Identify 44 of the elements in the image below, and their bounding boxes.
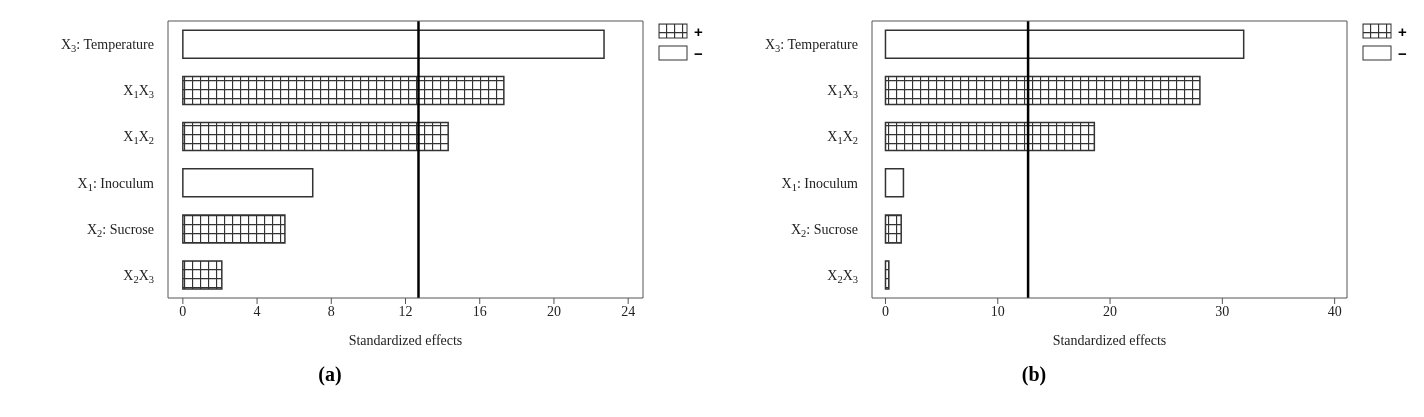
y-tick-label: X$_{2}$: Sucrose xyxy=(790,221,858,239)
x-tick-label: 12 xyxy=(398,303,413,319)
y-tick-label: X$_{1}$: Inoculum xyxy=(77,175,155,193)
x-tick-label: 24 xyxy=(621,303,636,319)
x-tick-label: 40 xyxy=(1327,303,1342,319)
text: (b) xyxy=(1020,363,1048,386)
bar xyxy=(884,75,1201,106)
y-tick-label: X$_{3}$: Temperature xyxy=(764,37,858,54)
bar xyxy=(884,214,902,244)
y-tick-label: X$_{3}$: Temperature xyxy=(60,37,154,54)
bar xyxy=(182,167,314,198)
x-axis-title: Standardized effects xyxy=(348,333,463,348)
y-tick-label: X$_{1}$X$_{2}$ xyxy=(123,129,154,147)
x-tick-label: 8 xyxy=(327,303,335,319)
x-tick-label: 30 xyxy=(1215,303,1230,319)
x-tick-label: 20 xyxy=(546,303,561,319)
x-axis-title: Standardized effects xyxy=(1052,333,1167,348)
x-tick-label: 4 xyxy=(253,303,261,319)
text: (a) xyxy=(317,363,343,386)
bar xyxy=(182,260,223,290)
y-tick-label: X$_{2}$X$_{3}$ xyxy=(827,267,858,285)
legend-label: + xyxy=(694,22,703,40)
x-tick-label: 0 xyxy=(179,303,187,319)
bar xyxy=(182,75,505,106)
x-tick-label: 0 xyxy=(881,303,889,319)
y-tick-label: X$_{1}$X$_{3}$ xyxy=(123,83,154,100)
y-tick-label: X$_{1}$: Inoculum xyxy=(781,175,859,193)
y-tick-label: X$_{2}$: Sucrose xyxy=(86,221,154,239)
bar xyxy=(884,260,890,290)
legend-label: − xyxy=(694,44,703,62)
bar xyxy=(884,121,1096,152)
x-tick-label: 16 xyxy=(472,303,487,319)
bar xyxy=(182,214,286,244)
bar xyxy=(182,121,449,152)
legend-label: + xyxy=(1398,22,1407,40)
legend-label: − xyxy=(1398,44,1407,62)
bar xyxy=(884,29,1245,59)
y-tick-label: X$_{1}$X$_{2}$ xyxy=(827,129,858,147)
y-tick-label: X$_{2}$X$_{3}$ xyxy=(123,267,154,285)
bar xyxy=(182,29,605,59)
x-tick-label: 10 xyxy=(990,303,1005,319)
bar xyxy=(884,167,905,198)
y-tick-label: X$_{1}$X$_{3}$ xyxy=(827,83,858,100)
x-tick-label: 20 xyxy=(1103,303,1118,319)
